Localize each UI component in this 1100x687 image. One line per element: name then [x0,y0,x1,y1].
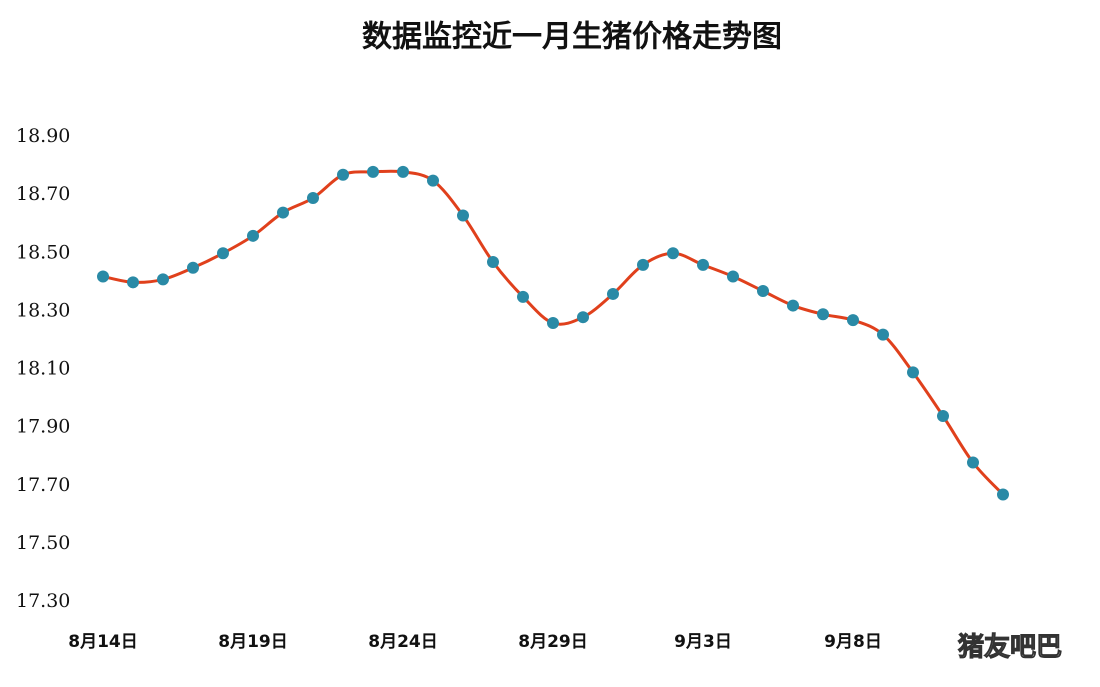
x-tick-label: 8月19日 [218,632,288,652]
point [667,247,679,260]
y-tick-label: 17.90 [16,416,70,438]
point [217,247,229,260]
point [787,299,799,312]
point [157,273,169,286]
point [517,290,529,303]
point [457,209,469,222]
point [637,258,649,271]
point [337,168,349,181]
x-tick-label: 9月8日 [824,632,882,652]
price-line [102,169,1005,496]
x-tick-label: 8月29日 [518,632,588,652]
point [247,229,259,242]
point [997,488,1009,501]
point [397,165,409,178]
point [877,328,889,341]
y-tick-label: 17.50 [16,532,70,554]
y-tick-label: 18.50 [16,241,70,263]
point [277,206,289,219]
point [847,314,859,327]
point [757,285,769,298]
point [907,366,919,379]
y-tick-label: 18.30 [16,299,70,321]
y-tick-label: 17.70 [16,474,70,496]
point [187,261,199,274]
y-tick-label: 17.30 [16,590,70,612]
point [367,165,379,178]
y-tick-label: 18.70 [16,183,70,205]
point [817,308,829,321]
point [967,456,979,469]
y-tick-label: 18.90 [16,125,70,147]
point [577,311,589,324]
point [547,317,559,329]
point [487,255,499,268]
point [127,276,139,289]
point [697,258,709,271]
point [97,270,109,283]
point [307,192,319,205]
x-tick-label: 9月3日 [674,632,732,652]
point [427,174,439,187]
y-tick-label: 18.10 [16,358,70,380]
chart-title: 数据监控近一月生猪价格走势图 [362,20,782,55]
x-tick-label: 8月24日 [368,632,438,652]
x-tick-label: 8月14日 [68,632,138,652]
point [727,270,739,283]
watermark: 猪友吧巴 [958,633,1062,663]
point [607,287,619,300]
point [937,410,949,422]
